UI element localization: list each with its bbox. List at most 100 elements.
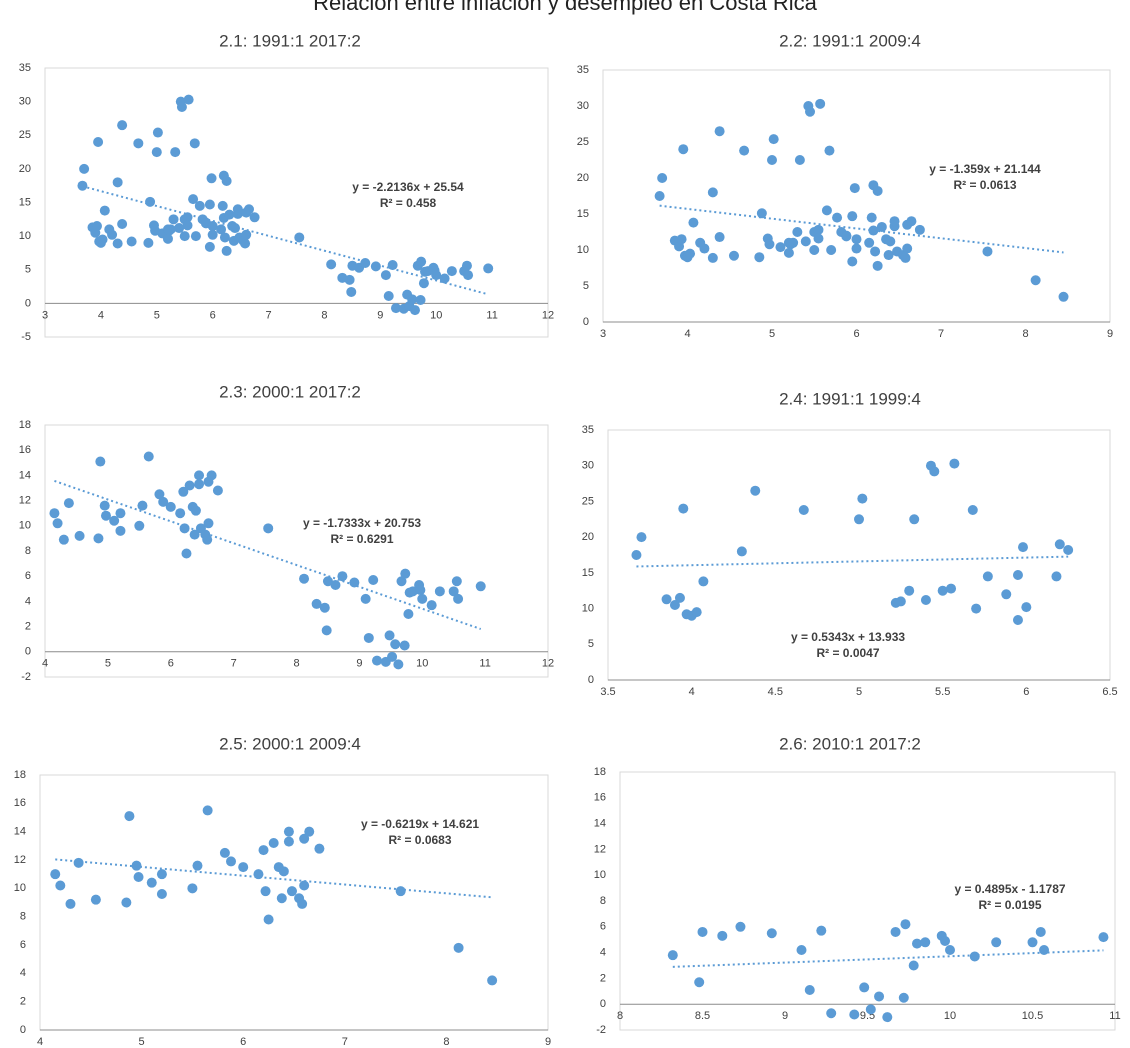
data-point [418, 278, 429, 289]
trend-r-squared: R² = 0.0047 [816, 646, 879, 660]
data-point [112, 238, 123, 249]
data-point [859, 982, 870, 993]
y-tick-label: 10 [19, 520, 31, 532]
data-point [170, 147, 181, 158]
y-tick-label: 5 [583, 280, 589, 292]
data-point [865, 1004, 876, 1015]
data-point [268, 838, 279, 848]
data-point [768, 134, 779, 145]
chart-title: 2.4: 1991:1 1999:4 [779, 389, 921, 408]
x-tick-label: 3 [600, 328, 606, 340]
data-point [453, 593, 464, 604]
data-point [883, 250, 894, 261]
data-point [1017, 542, 1028, 553]
data-point [969, 951, 980, 962]
data-point [1039, 945, 1050, 956]
data-point [714, 232, 725, 243]
data-point [97, 234, 108, 245]
y-tick-label: 30 [577, 100, 589, 112]
data-point [319, 602, 330, 613]
y-tick-label: 15 [19, 196, 31, 208]
data-point [1054, 539, 1065, 550]
data-point [982, 571, 993, 582]
plot-frame [44, 67, 549, 338]
data-point [694, 977, 705, 988]
data-point [107, 229, 118, 240]
data-point [217, 200, 228, 211]
data-point [219, 232, 230, 243]
y-tick-label: 0 [25, 646, 31, 658]
trendline [55, 858, 493, 899]
data-point [794, 155, 805, 165]
data-point [194, 479, 205, 490]
trend-equation: y = 0.5343x + 13.933 [791, 630, 905, 644]
main-title: Relación entre inflación y desempleo en … [313, 0, 818, 15]
x-tick-label: 12 [542, 658, 554, 670]
data-point [872, 260, 883, 271]
data-point [1027, 937, 1038, 948]
data-point [63, 498, 74, 509]
data-point [426, 600, 437, 611]
y-tick-label: 15 [577, 208, 589, 220]
data-point [99, 205, 110, 216]
data-point [190, 505, 201, 516]
data-point [841, 231, 852, 242]
x-tick-label: 8 [321, 309, 327, 321]
data-point [735, 921, 746, 932]
data-point [50, 869, 61, 880]
data-point [945, 945, 955, 956]
data-point [188, 194, 199, 205]
data-point [322, 576, 333, 587]
data-point [847, 211, 858, 222]
data-point [276, 893, 287, 904]
x-tick-label: 8 [1022, 328, 1028, 340]
data-point [439, 273, 450, 284]
data-point [230, 223, 241, 234]
y-tick-label: 10 [577, 244, 589, 256]
data-point [151, 147, 162, 158]
data-point [390, 639, 401, 650]
data-point [368, 574, 379, 585]
data-point [156, 889, 167, 899]
data-point [387, 651, 398, 662]
x-tick-label: 3 [42, 309, 48, 321]
y-tick-label: 4 [20, 967, 26, 979]
data-point [95, 456, 106, 467]
y-tick-label: 6 [25, 570, 31, 582]
data-point [93, 533, 104, 544]
data-point [1035, 926, 1046, 937]
data-point [908, 960, 919, 971]
data-point [451, 576, 462, 587]
data-point [52, 518, 63, 529]
data-point [283, 836, 294, 847]
trend-equation: y = -0.6219x + 14.621 [361, 817, 479, 831]
data-point [826, 245, 837, 255]
x-tick-label: 6 [210, 309, 216, 321]
data-point [99, 500, 110, 511]
data-point [463, 270, 474, 281]
data-point [396, 576, 407, 587]
data-point [314, 843, 325, 854]
x-tick-label: 5 [856, 686, 862, 698]
y-tick-label: 0 [600, 998, 606, 1010]
data-point [854, 514, 864, 525]
data-point [657, 173, 668, 183]
data-point [178, 486, 189, 497]
data-point [189, 529, 200, 540]
data-point [885, 236, 896, 247]
data-point [184, 480, 195, 491]
plot-frame [39, 774, 549, 1031]
data-point [714, 126, 725, 137]
data-point [207, 229, 218, 240]
trend-equation: y = -1.7333x + 20.753 [303, 516, 421, 530]
data-point [796, 945, 807, 956]
data-point [775, 242, 786, 253]
y-tick-label: -5 [21, 331, 31, 343]
data-point [203, 518, 214, 529]
data-point [387, 260, 398, 271]
data-point [403, 609, 414, 619]
data-point [767, 155, 777, 165]
data-point [809, 245, 820, 255]
data-point [446, 266, 457, 277]
x-tick-label: 11 [479, 658, 490, 670]
